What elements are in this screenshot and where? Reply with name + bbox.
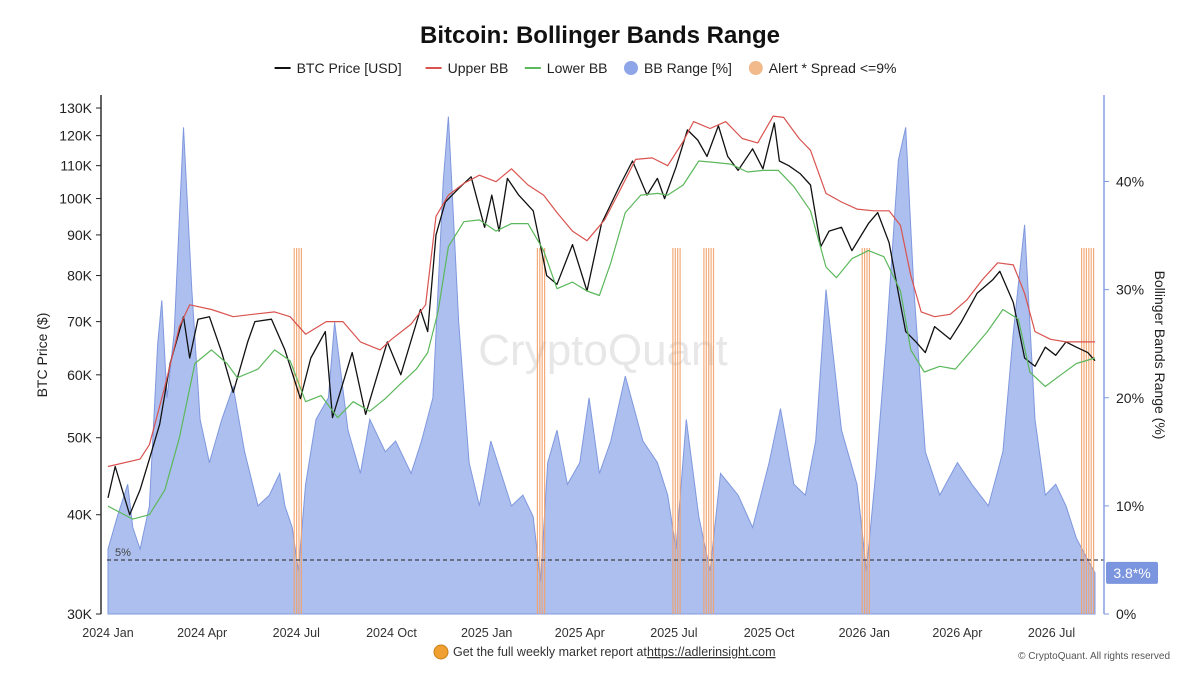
- legend-item[interactable]: BB Range [%]: [624, 60, 732, 76]
- current-value-label: 3.8*%: [1113, 565, 1150, 581]
- left-tick-label: 100K: [59, 191, 92, 207]
- left-tick-label: 50K: [67, 430, 93, 446]
- lower-bb-line: [107, 160, 1096, 520]
- legend-dot-swatch: [748, 61, 763, 75]
- alert-bar: [861, 248, 871, 614]
- current-value-badge: 3.8*%: [1106, 561, 1158, 584]
- legend: BTC Price [USD] Upper BB Lower BB BB Range …: [274, 60, 897, 76]
- left-tick-label: 70K: [67, 314, 93, 330]
- right-tick-label: 0%: [1116, 606, 1136, 622]
- chart-title: Bitcoin: Bollinger Bands Range: [420, 22, 780, 49]
- left-tick-label: 110K: [60, 158, 92, 174]
- threshold-label: 5%: [115, 547, 131, 559]
- legend-item[interactable]: Lower BB: [524, 60, 608, 76]
- legend-dot-swatch: [624, 61, 638, 75]
- right-tick-label: 40%: [1116, 174, 1144, 190]
- x-tick-label: 2024 Jan: [82, 626, 133, 640]
- left-tick-label: 130K: [59, 100, 92, 116]
- left-axis-title: BTC Price ($): [34, 313, 50, 398]
- legend-item[interactable]: Alert * Spread <=9%: [748, 60, 897, 76]
- right-tick-label: 20%: [1116, 390, 1144, 406]
- x-tick-label: 2024 Apr: [177, 626, 227, 640]
- right-tick-label: 30%: [1116, 282, 1144, 298]
- x-tick-label: 2025 Apr: [555, 626, 605, 640]
- left-tick-label: 90K: [67, 227, 93, 243]
- x-tick-label: 2024 Jul: [273, 626, 320, 640]
- legend-item[interactable]: Upper BB: [425, 60, 509, 76]
- legend-label: BTC Price [USD]: [297, 60, 402, 76]
- right-tick-label: 10%: [1116, 498, 1144, 514]
- legend-label: Upper BB: [448, 60, 509, 76]
- legend-label: Alert * Spread <=9%: [769, 60, 897, 76]
- footer-copyright: © CryptoQuant. All rights reserved: [1018, 651, 1170, 662]
- current-value-bg: [1106, 561, 1158, 584]
- x-tick-label: 2025 Jan: [461, 626, 512, 640]
- x-tick-label: 2025 Jul: [650, 626, 697, 640]
- footer-report-text: Get the full weekly market report at: [453, 645, 647, 659]
- x-tick-label: 2026 Apr: [932, 626, 982, 640]
- alert-bar: [672, 248, 681, 614]
- x-tick-label: 2026 Jan: [839, 626, 890, 640]
- footer-report-link[interactable]: https://adlerinsight.com: [647, 645, 776, 659]
- left-tick-label: 30K: [67, 606, 93, 622]
- left-tick-label: 60K: [67, 367, 93, 383]
- alert-bar: [293, 248, 302, 614]
- report-coin-icon: [433, 644, 449, 660]
- watermark-text: CryptoQuant: [478, 326, 727, 375]
- footer: Get the full weekly market report at htt…: [433, 644, 1170, 662]
- plot-area: CryptoQuant 5% 130K 120K 110K 100K 90K 80K 70K 60…: [34, 95, 1168, 640]
- alert-bar: [1080, 248, 1095, 614]
- x-tick-label: 2026 Jul: [1028, 626, 1075, 640]
- legend-item[interactable]: BTC Price [USD]: [274, 60, 402, 76]
- left-tick-label: 120K: [59, 128, 92, 144]
- alert-bar: [703, 248, 715, 614]
- legend-label: Lower BB: [547, 60, 608, 76]
- legend-label: BB Range [%]: [644, 60, 732, 76]
- bb-range-area: [107, 116, 1096, 615]
- left-tick-label: 80K: [67, 268, 93, 284]
- x-tick-label: 2025 Oct: [744, 626, 795, 640]
- btc-price-line: [107, 122, 1096, 516]
- x-tick-label: 2024 Oct: [366, 626, 417, 640]
- upper-bb-line: [107, 115, 1095, 468]
- right-axis-title: Bollinger Bands Range (%): [1152, 271, 1168, 440]
- alert-bar: [536, 248, 546, 614]
- left-tick-label: 40K: [67, 507, 93, 523]
